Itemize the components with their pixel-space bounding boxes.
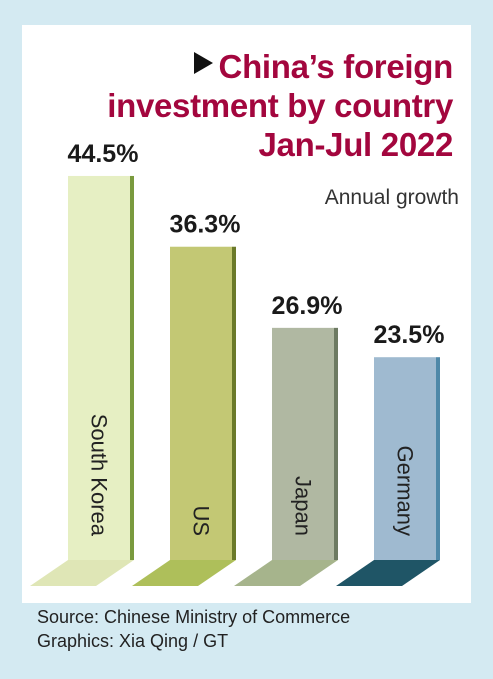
source-note: Source: Chinese Ministry of Commerce bbox=[37, 607, 351, 627]
value-label-us: 36.3% bbox=[170, 211, 241, 239]
bar-shadow-germany bbox=[336, 560, 440, 586]
bar-edge-germany bbox=[436, 357, 440, 560]
bar-edge-south-korea bbox=[130, 175, 134, 560]
title-line-3: Jan-Jul 2022 bbox=[258, 126, 453, 163]
category-label-south-korea: South Korea bbox=[87, 414, 112, 537]
bar-germany bbox=[374, 357, 436, 560]
value-label-south-korea: 44.5% bbox=[68, 140, 139, 168]
bar-south-korea bbox=[68, 175, 130, 560]
bar-japan bbox=[272, 327, 334, 560]
play-arrow-icon bbox=[193, 52, 213, 74]
bar-shadow-us bbox=[132, 560, 236, 586]
title-line-2: investment by country bbox=[107, 87, 453, 124]
chart-subtitle: Annual growth bbox=[324, 186, 459, 209]
chart-title: China’s foreign investment by country Ja… bbox=[33, 47, 453, 164]
bar-shadow-japan bbox=[234, 560, 338, 586]
bar-edge-japan bbox=[334, 327, 338, 560]
category-label-us: US bbox=[189, 505, 214, 536]
title-line-1: China’s foreign bbox=[33, 47, 453, 86]
value-label-japan: 26.9% bbox=[272, 292, 343, 320]
value-label-germany: 23.5% bbox=[374, 321, 445, 349]
bar-edge-us bbox=[232, 246, 236, 560]
category-label-germany: Germany bbox=[393, 446, 418, 536]
category-label-japan: Japan bbox=[291, 476, 316, 536]
bar-us bbox=[170, 246, 232, 560]
footer: Source: Chinese Ministry of Commerce Gra… bbox=[37, 605, 350, 653]
graphics-credit: Graphics: Xia Qing / GT bbox=[37, 631, 229, 651]
bar-shadow-south-korea bbox=[30, 560, 134, 586]
